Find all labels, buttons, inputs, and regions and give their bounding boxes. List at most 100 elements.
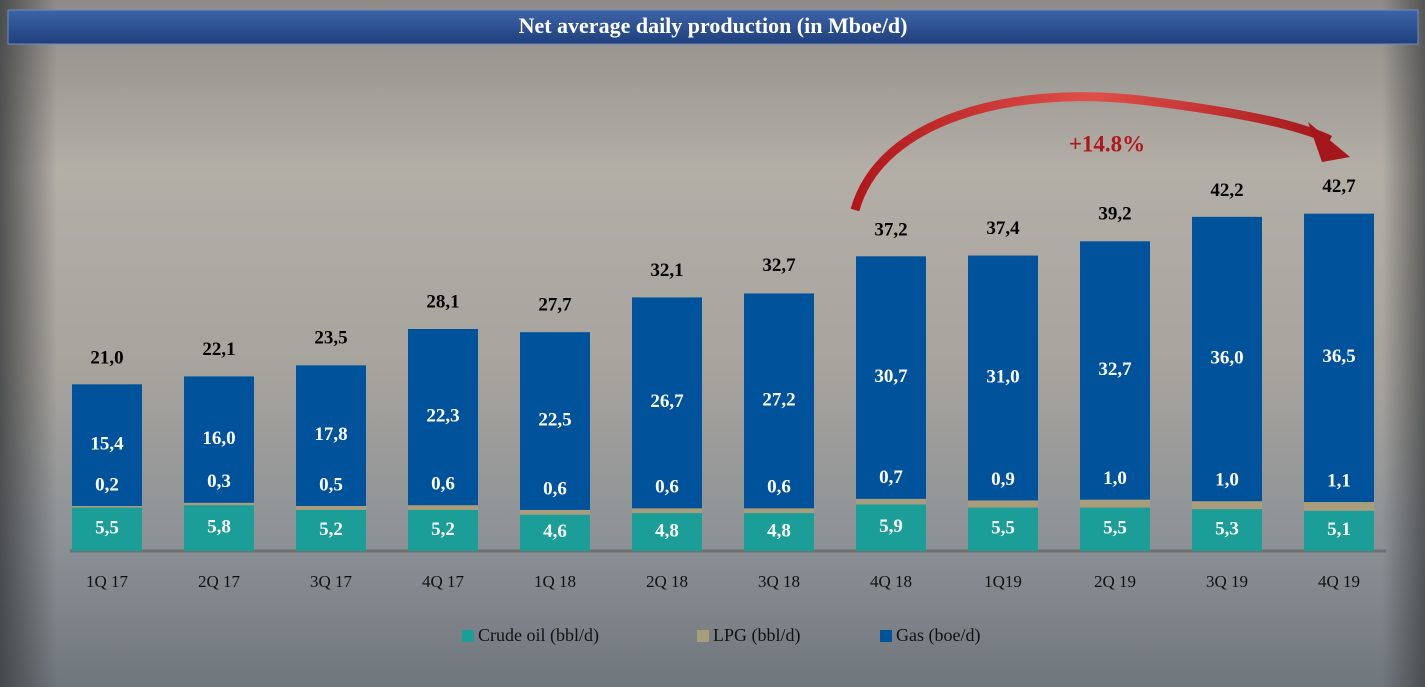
legend-swatch [880,630,892,642]
value-label: 5,5 [991,518,1015,539]
legend-label: LPG (bbl/d) [713,625,801,646]
x-tick-label: 2Q 18 [646,572,688,591]
value-label: 0,6 [543,478,567,499]
bar-segment [744,513,814,551]
bar-segment [296,505,366,510]
value-label: 4,8 [767,520,791,541]
bar-segment [1080,499,1150,508]
bar-segment [72,384,142,506]
value-label: 32,7 [1098,359,1132,380]
value-label: 0,2 [95,474,119,495]
bar-segment [184,505,254,551]
bar-segment [1304,213,1374,503]
x-tick-label: 1Q 18 [534,572,576,591]
total-label: 32,1 [650,260,683,281]
total-label: 28,1 [426,291,459,312]
value-label: 0,3 [207,471,231,492]
value-label: 5,9 [879,516,903,537]
x-tick-label: 4Q 17 [422,572,465,591]
total-label: 27,7 [538,295,572,316]
value-label: 4,6 [543,521,567,542]
x-tick-label: 4Q 18 [870,572,912,591]
value-label: 5,3 [1215,518,1239,539]
bar-segment [1304,502,1374,511]
value-label: 16,0 [202,428,235,449]
bar-segment [408,329,478,506]
bar-segment [408,505,478,510]
growth-arrowhead [1308,122,1350,162]
bar-segment [408,509,478,551]
x-tick-label: 4Q 19 [1318,572,1360,591]
bar-segment [1192,509,1262,551]
total-label: 32,7 [762,255,796,276]
bar-segment [72,507,142,551]
x-tick-label: 1Q19 [984,572,1022,591]
total-label: 23,5 [314,328,347,349]
x-tick-label: 2Q 17 [198,572,241,591]
title-bar [7,9,1419,45]
legend-swatch [462,630,474,642]
bar-segment [1080,507,1150,551]
value-label: 0,5 [319,474,343,495]
value-label: 5,8 [207,516,231,537]
bar-segment [520,332,590,510]
value-label: 22,3 [426,405,459,426]
growth-arrow [850,92,1333,212]
value-label: 36,0 [1210,347,1243,368]
value-label: 0,7 [879,467,903,488]
x-tick-label: 1Q 17 [86,572,129,591]
bar-segment [856,504,926,551]
total-label: 39,2 [1098,204,1131,225]
x-tick-label: 3Q 18 [758,572,800,591]
value-label: 22,5 [538,409,571,430]
bar-segment [296,509,366,551]
value-label: 1,0 [1215,470,1239,491]
bar-segment [968,500,1038,508]
total-label: 21,0 [90,347,123,368]
value-label: 26,7 [650,391,684,412]
x-tick-label: 2Q 19 [1094,572,1136,591]
total-label: 37,4 [986,218,1020,239]
chart-title: Net average daily production (in Mboe/d) [519,13,908,38]
bar-segment [296,365,366,506]
value-label: 36,5 [1322,346,1355,367]
legend-label: Gas (boe/d) [896,625,980,646]
value-label: 0,6 [767,477,791,498]
bar-segment [1304,510,1374,551]
total-label: 42,2 [1210,180,1243,201]
value-label: 5,5 [95,518,119,539]
value-label: 17,8 [314,424,347,445]
x-tick-label: 3Q 17 [310,572,353,591]
total-label: 37,2 [874,219,907,240]
value-label: 0,9 [991,469,1015,490]
value-label: 30,7 [874,366,908,387]
total-label: 42,7 [1322,176,1356,197]
value-label: 4,8 [655,520,679,541]
bar-segment [72,505,142,508]
bar-segment [1192,216,1262,502]
value-label: 27,2 [762,389,795,410]
legend-label: Crude oil (bbl/d) [478,625,599,646]
value-label: 0,6 [431,474,455,495]
value-label: 5,5 [1103,518,1127,539]
bar-segment [632,297,702,509]
growth-annotation: +14.8% [1069,131,1145,156]
bar-segment [744,293,814,509]
total-label: 22,1 [202,339,235,360]
legend-swatch [697,630,709,642]
bar-segment [968,255,1038,501]
bar-segment [184,502,254,506]
bar-segment [968,507,1038,551]
value-label: 5,2 [319,519,343,540]
value-label: 1,0 [1103,468,1127,489]
value-label: 5,2 [431,519,455,540]
bar-segment [856,256,926,499]
bar-segment [1080,241,1150,500]
bar-segment [856,498,926,505]
x-tick-label: 3Q 19 [1206,572,1248,591]
value-label: 1,1 [1327,470,1351,491]
bar-segment [520,509,590,515]
bar-segment [632,513,702,551]
